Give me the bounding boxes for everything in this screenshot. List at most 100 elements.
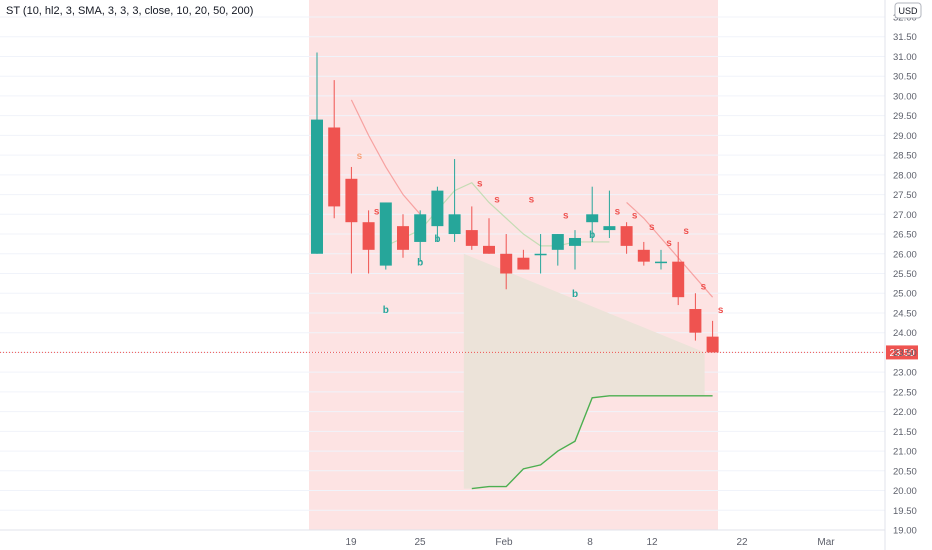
y-tick-label: 30.50 bbox=[893, 72, 917, 83]
sell-signal-label: s bbox=[615, 206, 621, 217]
y-tick-label: 19.00 bbox=[893, 526, 917, 537]
y-tick-label: 23.00 bbox=[893, 368, 917, 379]
y-tick-label: 22.00 bbox=[893, 407, 917, 418]
sell-signal-label: s bbox=[632, 210, 638, 221]
last-price-tag[interactable] bbox=[886, 345, 918, 360]
supertrend-fill-area bbox=[463, 253, 713, 489]
supertrend-line bbox=[471, 395, 713, 490]
sell-signal-label: s bbox=[357, 151, 363, 162]
candle[interactable] bbox=[362, 210, 375, 274]
candle-body bbox=[311, 119, 323, 254]
x-tick-label: Feb bbox=[495, 537, 513, 548]
candle[interactable] bbox=[397, 214, 409, 258]
candle-body bbox=[517, 257, 530, 270]
candle-body bbox=[706, 336, 719, 353]
candle[interactable] bbox=[655, 249, 667, 270]
candle-body bbox=[500, 253, 513, 274]
candle-body bbox=[637, 249, 650, 262]
y-axis[interactable]: 19.00 19.50 20.00 20.50 21.00 21.50 22.00 22.50… bbox=[884, 0, 917, 550]
candle[interactable] bbox=[465, 206, 478, 250]
candle[interactable] bbox=[637, 241, 650, 266]
currency-label: USD bbox=[898, 6, 918, 16]
grid-layer bbox=[0, 16, 885, 531]
buy-signal-label: b bbox=[434, 234, 440, 245]
candle[interactable] bbox=[517, 249, 530, 270]
y-tick-label: 26.50 bbox=[893, 230, 917, 241]
x-tick-label: 8 bbox=[587, 537, 593, 548]
y-tick-label: 28.50 bbox=[893, 151, 917, 162]
candle[interactable] bbox=[311, 52, 323, 254]
y-tick-label: 19.50 bbox=[893, 506, 917, 517]
candle-body bbox=[431, 190, 444, 227]
sell-signal-label: s bbox=[529, 194, 535, 205]
candle-body bbox=[448, 214, 461, 235]
candle-body bbox=[569, 237, 581, 246]
y-tick-label: 24.50 bbox=[893, 308, 917, 319]
y-tick-label: 23.50 bbox=[893, 348, 917, 359]
candle[interactable] bbox=[414, 210, 427, 262]
candle-body bbox=[672, 261, 685, 298]
indicator-legend[interactable]: ST (10, hl2, 3, SMA, 3, 3, 3, close, 10,… bbox=[6, 5, 254, 17]
candle-body bbox=[689, 309, 702, 333]
price-line-layer: 23.50 bbox=[0, 345, 918, 360]
y-tick-label: 31.00 bbox=[893, 52, 917, 63]
fill-area-layer bbox=[463, 253, 713, 489]
candle-body bbox=[620, 226, 633, 246]
candle-body bbox=[603, 226, 616, 231]
sell-signal-label: s bbox=[494, 194, 500, 205]
candle[interactable] bbox=[483, 218, 495, 254]
candle[interactable] bbox=[431, 186, 444, 242]
sell-signal-label: s bbox=[477, 179, 483, 190]
candle[interactable] bbox=[500, 234, 513, 290]
buy-signal-label: b bbox=[417, 258, 423, 269]
candle[interactable] bbox=[672, 241, 685, 306]
candle[interactable] bbox=[603, 190, 616, 238]
y-tick-label: 20.00 bbox=[893, 486, 917, 497]
candle-body bbox=[345, 178, 358, 223]
sell-signal-label: s bbox=[701, 281, 707, 292]
y-tick-label: 28.00 bbox=[893, 170, 917, 181]
candle[interactable] bbox=[569, 230, 581, 270]
last-price-label: 23.50 bbox=[889, 348, 914, 359]
y-tick-label: 25.00 bbox=[893, 289, 917, 300]
candle[interactable] bbox=[345, 166, 358, 274]
y-tick-label: 29.00 bbox=[893, 131, 917, 142]
candles-layer[interactable] bbox=[311, 52, 719, 353]
candle-body bbox=[328, 127, 341, 207]
candle-body bbox=[534, 253, 547, 256]
sell-signal-label: s bbox=[649, 222, 655, 233]
y-tick-label: 24.00 bbox=[893, 328, 917, 339]
currency-badge[interactable]: USD bbox=[894, 2, 922, 19]
y-tick-label: 21.00 bbox=[893, 447, 917, 458]
buy-signal-label: b bbox=[589, 230, 595, 241]
x-tick-label: Mar bbox=[817, 537, 835, 548]
candle-body bbox=[414, 214, 427, 242]
sell-signal-label: s bbox=[563, 210, 569, 221]
y-tick-label: 27.00 bbox=[893, 210, 917, 221]
candle[interactable] bbox=[448, 159, 461, 242]
y-tick-label: 29.50 bbox=[893, 111, 917, 122]
candle-body bbox=[397, 226, 409, 250]
upper-band-line bbox=[350, 99, 714, 298]
candle-body bbox=[655, 261, 667, 264]
candle[interactable] bbox=[620, 222, 633, 254]
candle-body bbox=[551, 234, 564, 250]
x-axis[interactable]: 19 25 Feb 8 12 22 Mar bbox=[345, 537, 835, 548]
candle[interactable] bbox=[689, 293, 702, 341]
candle[interactable] bbox=[551, 234, 564, 266]
candle[interactable] bbox=[328, 80, 341, 219]
buy-signal-label: b bbox=[572, 289, 578, 300]
candle[interactable] bbox=[379, 202, 392, 270]
candle-body bbox=[362, 222, 375, 250]
x-tick-label: 25 bbox=[414, 537, 426, 548]
sell-signal-label: s bbox=[666, 238, 672, 249]
candle[interactable] bbox=[534, 234, 547, 274]
y-tick-label: 25.50 bbox=[893, 269, 917, 280]
sell-signal-label: s bbox=[374, 206, 380, 217]
y-tick-label: 21.50 bbox=[893, 427, 917, 438]
y-tick-label: 31.50 bbox=[893, 32, 917, 43]
candle[interactable] bbox=[706, 320, 719, 353]
candle[interactable] bbox=[586, 186, 599, 242]
